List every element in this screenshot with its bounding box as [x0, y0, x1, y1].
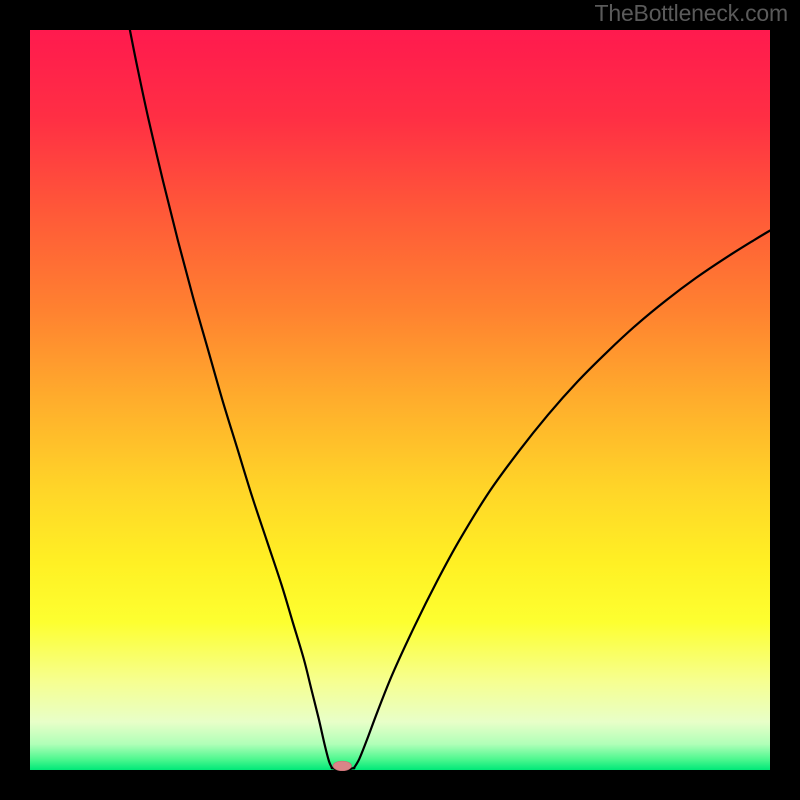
minimum-marker — [333, 761, 352, 771]
watermark: TheBottleneck.com — [595, 0, 788, 27]
bottleneck-chart — [0, 0, 800, 800]
